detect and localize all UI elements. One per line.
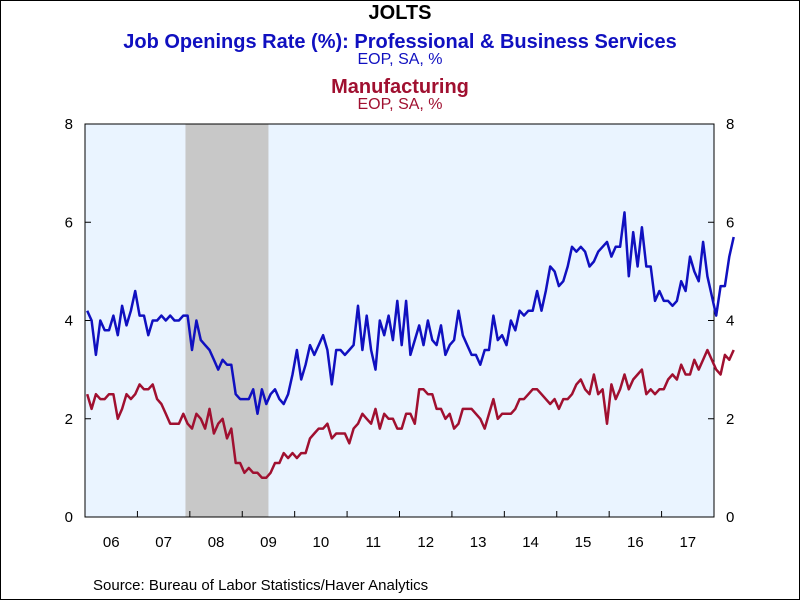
series2-units: EOP, SA, % xyxy=(357,96,443,113)
y-tick-label-left: 8 xyxy=(65,116,73,133)
y-tick-label-left: 0 xyxy=(65,509,73,526)
recession-shading xyxy=(185,124,269,517)
y-tick-label-right: 8 xyxy=(726,116,734,133)
x-tick-label: 07 xyxy=(155,534,172,551)
series-line-1 xyxy=(86,211,735,416)
x-tick-label: 11 xyxy=(366,534,382,551)
y-tick-label-right: 2 xyxy=(726,411,734,428)
x-tick-label: 13 xyxy=(470,534,487,551)
x-tick-label: 10 xyxy=(313,534,330,551)
x-tick-label: 08 xyxy=(208,534,225,551)
x-tick-label: 06 xyxy=(103,534,120,551)
y-tick-label-right: 4 xyxy=(726,313,734,330)
series-line-2 xyxy=(86,348,735,479)
chart-title: JOLTS xyxy=(368,2,432,24)
x-tick-label: 15 xyxy=(575,534,592,551)
x-tick-label: 14 xyxy=(522,534,539,551)
series1-units: EOP, SA, % xyxy=(357,51,443,68)
x-tick-label: 12 xyxy=(417,534,434,551)
series2-title: Manufacturing xyxy=(331,76,469,98)
series1-title: Job Openings Rate (%): Professional & Bu… xyxy=(123,31,677,53)
x-tick-label: 16 xyxy=(627,534,644,551)
x-tick-label: 09 xyxy=(260,534,277,551)
source-note: Source: Bureau of Labor Statistics/Haver… xyxy=(93,577,429,594)
y-tick-label-left: 2 xyxy=(65,411,73,428)
y-tick-label-right: 0 xyxy=(726,509,734,526)
x-tick-label: 17 xyxy=(679,534,696,551)
y-tick-label-left: 6 xyxy=(65,214,73,231)
y-tick-label-right: 6 xyxy=(726,214,734,231)
y-tick-label-left: 4 xyxy=(65,313,73,330)
